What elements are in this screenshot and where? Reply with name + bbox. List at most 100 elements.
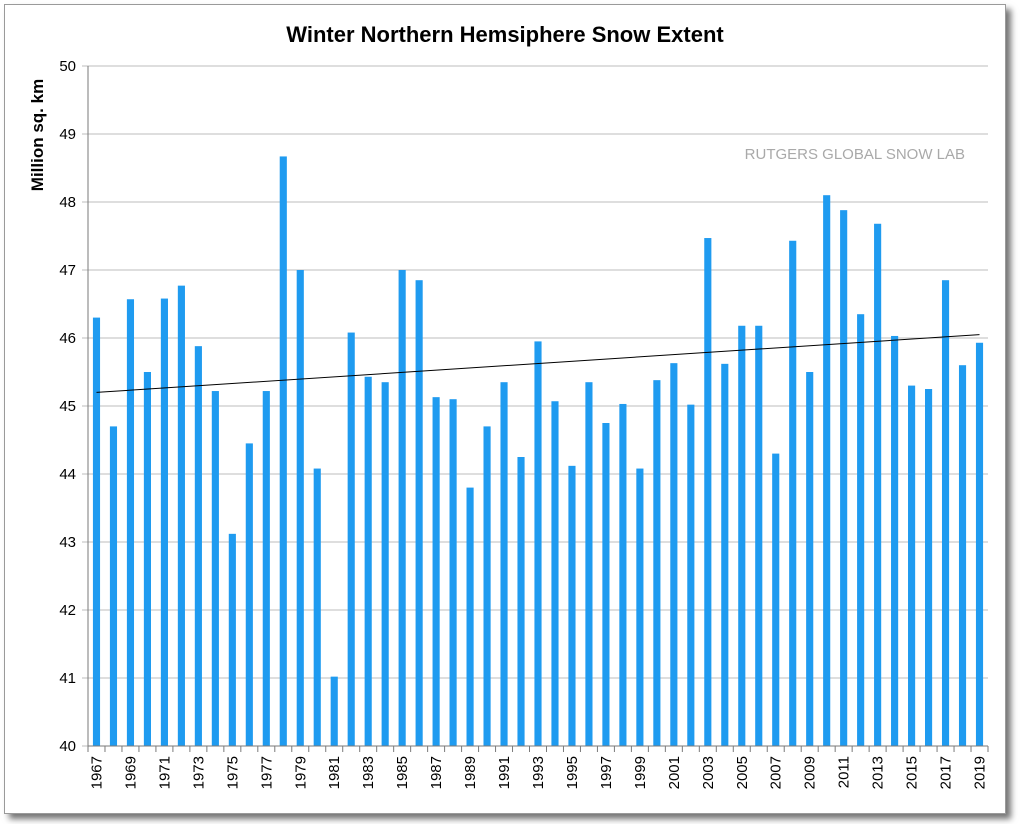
y-tick-label: 47 <box>59 262 76 279</box>
bar <box>534 341 542 746</box>
bar <box>704 238 712 747</box>
bar <box>619 403 627 746</box>
bar <box>857 314 865 746</box>
bar <box>941 280 950 746</box>
bar <box>738 325 746 746</box>
bar <box>177 285 185 746</box>
bar <box>160 298 168 746</box>
bar <box>245 443 253 746</box>
bar <box>891 335 899 746</box>
bar <box>975 342 984 746</box>
bar <box>874 223 882 746</box>
x-tick-label: 1979 <box>292 756 309 789</box>
y-tick-label: 41 <box>59 670 76 687</box>
y-tick-label: 49 <box>59 126 76 143</box>
x-tick-label: 1987 <box>428 756 445 789</box>
x-tick-label: 1973 <box>190 756 207 789</box>
watermark-text: RUTGERS GLOBAL SNOW LAB <box>745 146 965 163</box>
bar <box>296 270 304 746</box>
bars <box>92 156 984 747</box>
x-tick-label: 2001 <box>666 756 683 789</box>
bar <box>483 426 491 746</box>
bar <box>636 468 644 746</box>
bar <box>772 453 780 746</box>
bar <box>449 399 457 746</box>
x-tick-label: 1967 <box>88 756 105 789</box>
x-tick-label: 1991 <box>496 756 513 789</box>
bar <box>670 363 678 746</box>
y-axis-label: Million sq. km <box>28 79 47 191</box>
bar <box>789 240 797 746</box>
bar <box>347 332 355 746</box>
x-tick-label: 1969 <box>122 756 139 789</box>
bar <box>432 397 440 746</box>
y-tick-label: 43 <box>59 534 76 551</box>
y-tick-label: 42 <box>59 602 76 619</box>
y-tick-label: 40 <box>59 738 76 755</box>
bar <box>398 270 406 746</box>
bar <box>228 533 236 746</box>
bar <box>466 487 474 746</box>
x-tick-label: 1985 <box>394 756 411 789</box>
y-tick-label: 44 <box>59 466 76 483</box>
bar <box>840 210 848 746</box>
bar <box>925 389 933 746</box>
bar <box>500 382 508 746</box>
bar <box>279 156 287 746</box>
bar <box>721 363 729 746</box>
bar <box>585 382 593 746</box>
x-tick-label: 2007 <box>768 756 785 789</box>
x-tick-label: 1999 <box>632 756 649 789</box>
bar <box>568 465 576 746</box>
bar <box>143 372 151 746</box>
bar <box>958 365 967 746</box>
bar <box>92 317 101 746</box>
x-tick-label: 2015 <box>904 756 921 789</box>
x-tick-label: 2019 <box>972 756 989 789</box>
x-tick-label: 1981 <box>326 756 343 789</box>
bar <box>755 325 763 746</box>
x-tick-label: 2009 <box>802 756 819 789</box>
y-tick-label: 50 <box>59 58 76 75</box>
x-tick-label: 1997 <box>598 756 615 789</box>
axes <box>87 66 989 752</box>
bar <box>908 385 916 746</box>
bar <box>415 280 423 746</box>
x-tick-label: 2011 <box>836 756 853 788</box>
bar <box>330 676 338 746</box>
x-tick-label: 1971 <box>156 756 173 789</box>
x-tick-label: 1977 <box>258 756 275 789</box>
y-tick-label: 48 <box>59 194 76 211</box>
y-tick-labels: 40 41 42 43 44 45 46 47 48 49 50 <box>59 58 76 755</box>
bar <box>517 457 525 746</box>
bar <box>211 391 219 746</box>
x-tick-label: 2003 <box>700 756 717 789</box>
bar <box>602 423 610 746</box>
bar <box>823 195 831 746</box>
trendline-group <box>96 334 980 393</box>
bar <box>687 404 695 746</box>
x-tick-labels: 1967 1969 1971 1973 1975 1977 1979 1981 1983 1985… <box>88 756 988 789</box>
y-tick-label: 45 <box>59 398 76 415</box>
y-tick-label: 46 <box>59 330 76 347</box>
bar <box>653 380 661 746</box>
x-tick-label: 1983 <box>360 756 377 789</box>
bar <box>364 376 372 746</box>
x-tick-label: 1995 <box>564 756 581 789</box>
x-tick-label: 2017 <box>938 756 955 789</box>
x-tick-label: 2005 <box>734 756 751 789</box>
trendline <box>96 334 980 393</box>
bar <box>313 468 321 746</box>
bar <box>381 382 389 746</box>
x-tick-label: 1975 <box>224 756 241 789</box>
bar <box>109 426 118 746</box>
x-tick-label: 1993 <box>530 756 547 789</box>
x-tick-label: 1989 <box>462 756 479 789</box>
bar <box>262 391 270 746</box>
bar <box>806 372 814 746</box>
bar <box>126 299 135 746</box>
bar <box>551 401 559 746</box>
x-tick-label: 2013 <box>870 756 887 789</box>
chart-title: Winter Northern Hemsiphere Snow Extent <box>286 22 724 47</box>
